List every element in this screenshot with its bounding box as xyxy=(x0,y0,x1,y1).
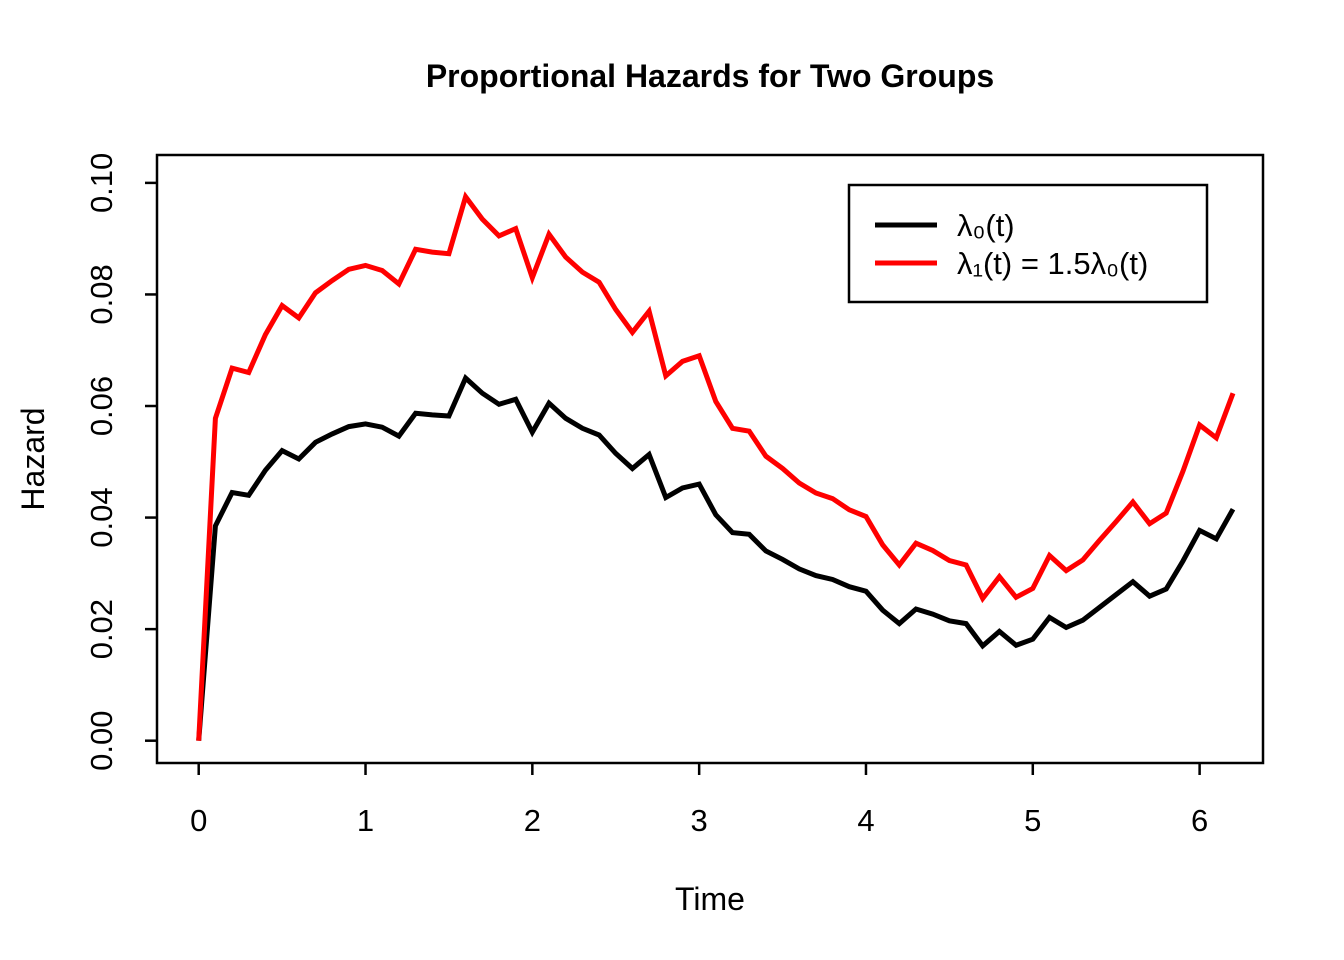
legend-label-0: λ₀(t) xyxy=(957,208,1015,243)
y-axis-title: Hazard xyxy=(15,407,51,511)
x-axis: 0 1 2 3 4 5 6 xyxy=(190,763,1208,838)
x-tick-label: 4 xyxy=(857,803,874,838)
series-line-0 xyxy=(196,373,1236,741)
x-tick-label: 0 xyxy=(190,803,207,838)
y-tick-label: 0.02 xyxy=(84,599,119,659)
x-tick-label: 1 xyxy=(357,803,374,838)
x-tick-label: 3 xyxy=(691,803,708,838)
series-lines xyxy=(196,191,1236,741)
x-tick-label: 5 xyxy=(1024,803,1041,838)
y-tick-label: 0.00 xyxy=(84,711,119,771)
y-axis: 0.00 0.02 0.04 0.06 0.08 0.10 xyxy=(84,153,157,771)
y-tick-label: 0.10 xyxy=(84,153,119,213)
y-tick-label: 0.06 xyxy=(84,376,119,436)
chart-title: Proportional Hazards for Two Groups xyxy=(425,58,995,94)
legend-label-1: λ₁(t) = 1.5λ₀(t) xyxy=(957,246,1148,281)
x-axis-title: Time xyxy=(675,881,745,917)
legend: λ₀(t) λ₁(t) = 1.5λ₀(t) xyxy=(847,183,1209,304)
x-tick-label: 2 xyxy=(524,803,541,838)
series-line-1 xyxy=(196,191,1236,741)
x-tick-label: 6 xyxy=(1191,803,1208,838)
legend-box xyxy=(847,183,1209,304)
y-tick-label: 0.04 xyxy=(84,487,119,547)
y-tick-label: 0.08 xyxy=(84,264,119,324)
plot-frame xyxy=(155,153,1265,765)
